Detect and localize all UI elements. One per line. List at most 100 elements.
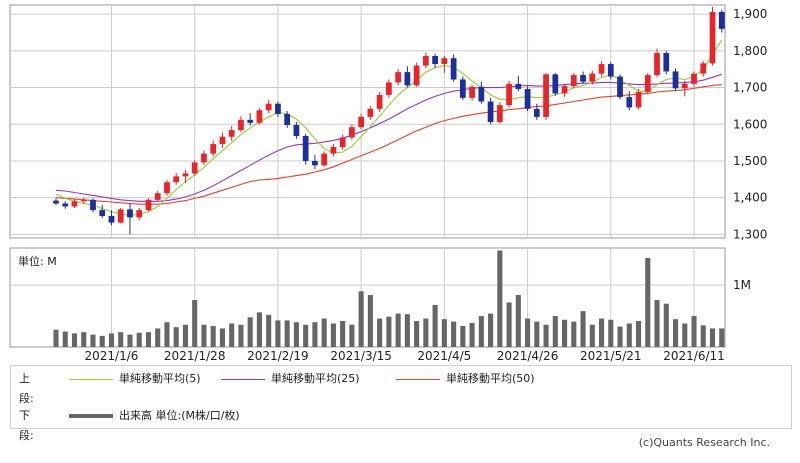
candle-body [543,74,549,117]
candle-body [136,210,143,218]
candle-body [219,136,226,145]
volume-bar [81,332,87,347]
volume-bar [441,319,447,347]
candle [53,198,59,205]
volume-bar [663,303,669,347]
legend-upper-label: 上段: [19,372,34,405]
candle [80,197,87,205]
candle [265,100,272,114]
volume-bar [478,316,484,347]
volume-bar [460,325,466,347]
candle [459,76,466,101]
candle-body [182,173,189,177]
candle-body [228,130,235,137]
candle [191,160,198,176]
volume-bar [155,328,161,347]
candle-body [617,76,623,98]
candle-body [700,63,707,74]
candle [321,151,328,167]
volume-bar [118,332,124,347]
candle [718,9,725,33]
candle [293,122,300,139]
volume-bar [571,321,577,347]
x-tick-label: 2021/5/21 [580,349,642,363]
volume-bar [256,312,262,347]
candle [422,52,429,69]
volume-bar [469,322,475,347]
candle [598,61,605,77]
volume-bar [293,322,299,347]
candle-body [164,182,170,194]
candle-body [450,58,457,80]
candle-body [589,73,596,82]
x-tick-label: 2021/4/26 [497,349,559,363]
candle-body [284,113,291,125]
candle-body [256,110,263,123]
volume-bar [358,291,364,347]
legend-ma50: 単純移動平均(50) [396,369,535,389]
candle [173,172,180,185]
candle-body [607,64,614,77]
x-tick-label: 2021/1/6 [85,349,139,363]
candle-body [524,89,531,109]
candle [349,124,355,140]
volume-bar [534,321,540,347]
volume-bar [451,321,457,347]
candle [663,50,670,75]
x-tick-label: 2021/4/5 [417,349,471,363]
candle-body [635,91,642,108]
candle-body [173,176,180,183]
volume-bar [423,318,429,347]
volume-bar [266,314,272,347]
volume-bar [367,295,373,347]
volume-bar [62,331,68,347]
volume-bar [238,324,244,347]
legend-ma25: 単純移動平均(25) [221,369,360,389]
volume-bar [108,333,115,347]
volume-bar [608,319,614,347]
candle-body [598,64,605,74]
candle-body [663,53,670,72]
candle-body [561,86,568,94]
volume-bar [303,324,309,347]
volume-bar [71,333,78,347]
candle [644,72,651,95]
credit: (c)Quants Research Inc. [638,436,770,449]
legend-ma25-label: 単純移動平均(25) [271,372,360,385]
price-grid [9,4,726,239]
candle-body [117,209,124,223]
ma5-line [55,39,723,216]
candle [533,103,540,120]
legend-ma50-label: 単純移動平均(50) [446,372,535,385]
candles [53,6,725,235]
x-tick-label: 2021/3/15 [330,349,392,363]
candle [654,48,660,78]
candle [700,61,707,77]
candle-body [533,108,540,117]
candle [607,61,614,80]
candle-body [718,11,725,29]
candle [182,169,189,183]
candle-body [478,86,485,102]
candle [71,199,78,208]
volume-bar [506,302,512,347]
candle [62,201,69,209]
candle-body [691,73,697,84]
candle [136,207,143,221]
candle [302,133,309,165]
volume-bar [700,325,706,347]
candle [275,101,281,117]
volume-bar [488,313,494,347]
candle [108,210,115,226]
candle-body [145,199,152,211]
volume-bar [709,328,716,347]
candle-body [709,11,716,64]
candle-body [210,144,217,154]
volume-bar [99,335,105,347]
legend-lower-label: 下段: [19,409,34,442]
ma50-line [55,84,722,205]
volume-bar [682,323,688,347]
candle [524,86,531,112]
candle [450,54,457,82]
